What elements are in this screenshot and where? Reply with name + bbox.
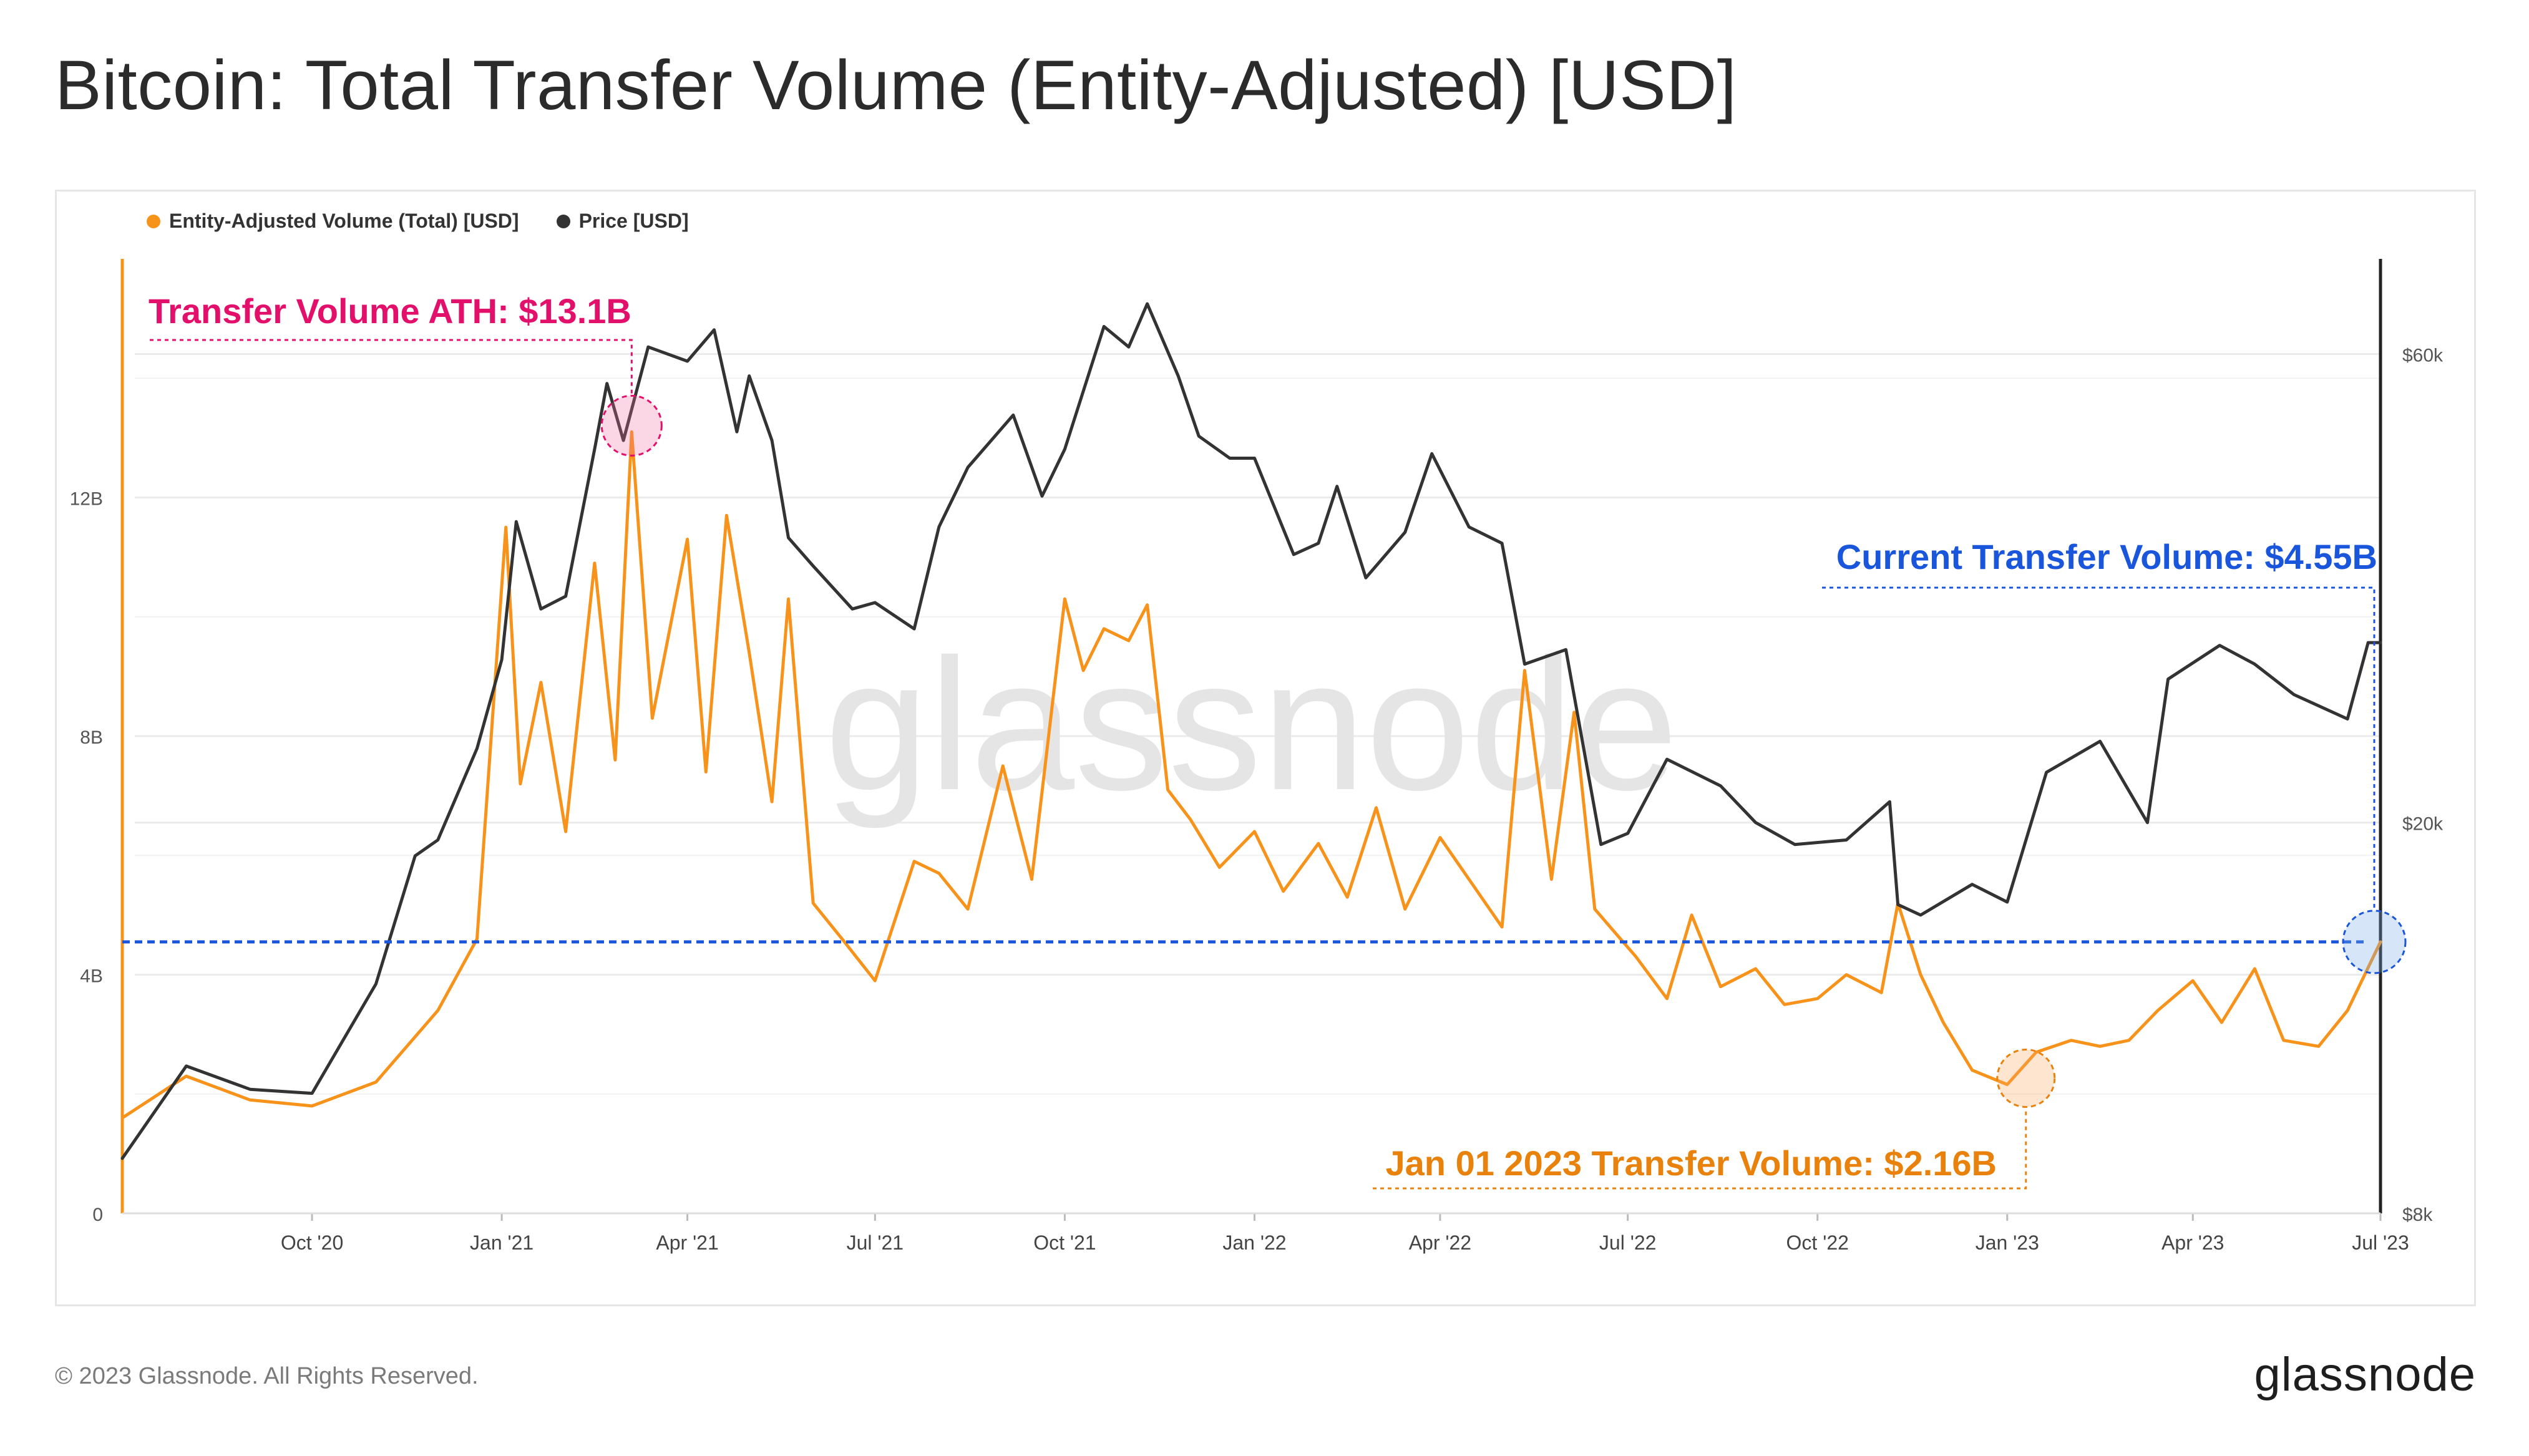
x-tick-label: Oct '20 <box>281 1231 343 1254</box>
x-tick-label: Jul '22 <box>1599 1231 1657 1254</box>
y-right-tick-label: $8k <box>2402 1205 2433 1225</box>
x-tick-label: Jul '23 <box>2352 1231 2409 1254</box>
current-marker-circle <box>2342 910 2407 974</box>
legend-label-price: Price [USD] <box>578 210 689 232</box>
x-tick-label: Apr '22 <box>1409 1231 1471 1254</box>
legend-dot-price <box>556 214 570 228</box>
page-title: Bitcoin: Total Transfer Volume (Entity-A… <box>55 46 1737 124</box>
jan2023-leader-line <box>1373 1108 2027 1190</box>
watermark: glassnode <box>825 619 1679 830</box>
current-annotation-label: Current Transfer Volume: $4.55B <box>1836 537 2377 576</box>
brand-logo: glassnode <box>2254 1348 2476 1401</box>
current-leader-line <box>1822 586 2376 910</box>
x-tick-label: Oct '22 <box>1786 1231 1849 1254</box>
x-tick-label: Jan '21 <box>470 1231 534 1254</box>
ath-leader-line <box>150 339 633 396</box>
y-right-tick-label: $20k <box>2402 814 2444 835</box>
chart-legend: Entity-Adjusted Volume (Total) [USD] Pri… <box>147 210 689 233</box>
x-tick-label: Jul '21 <box>847 1231 904 1254</box>
y-left-tick-label: 12B <box>70 489 103 510</box>
x-tick-label: Jan '22 <box>1222 1231 1286 1254</box>
chart-panel <box>55 190 2476 1306</box>
x-tick-label: Apr '23 <box>2161 1231 2224 1254</box>
jan2023-annotation-label: Jan 01 2023 Transfer Volume: $2.16B <box>1386 1143 1997 1183</box>
jan2023-marker-circle <box>1996 1048 2056 1108</box>
legend-item-price[interactable]: Price [USD] <box>556 210 689 233</box>
ath-annotation-label: Transfer Volume ATH: $13.1B <box>149 291 631 331</box>
legend-label-volume: Entity-Adjusted Volume (Total) [USD] <box>169 210 519 232</box>
x-tick-label: Oct '21 <box>1033 1231 1096 1254</box>
series-price-line <box>120 302 2382 1160</box>
y-left-tick-label: 4B <box>80 966 103 987</box>
y-left-tick-label: 8B <box>80 727 103 748</box>
y-left-tick-label: 0 <box>92 1205 103 1225</box>
x-tick-label: Jan '23 <box>1976 1231 2039 1254</box>
series-volume-line <box>120 430 2382 1120</box>
legend-dot-volume <box>147 214 160 228</box>
legend-item-volume[interactable]: Entity-Adjusted Volume (Total) [USD] <box>147 210 519 233</box>
ath-marker-circle <box>600 394 663 457</box>
x-tick-label: Apr '21 <box>656 1231 718 1254</box>
y-right-tick-label: $60k <box>2402 346 2444 366</box>
copyright-footer: © 2023 Glassnode. All Rights Reserved. <box>55 1363 479 1389</box>
